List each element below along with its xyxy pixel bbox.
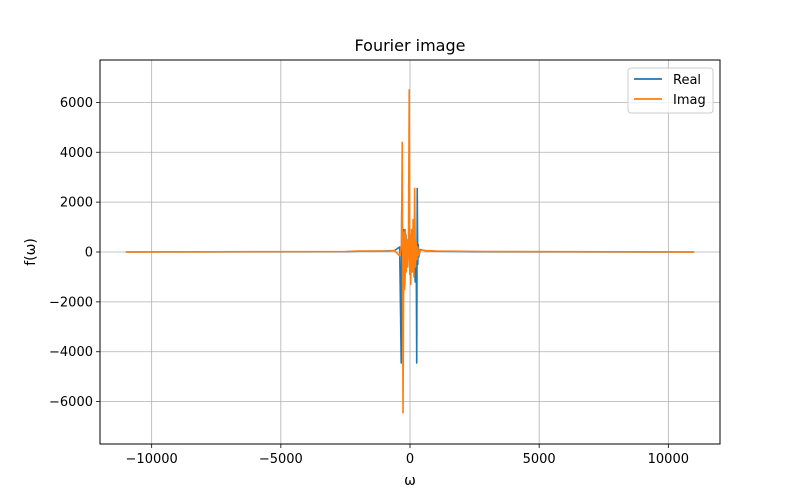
y-tick-label: 0 [85, 246, 93, 261]
x-tick-label: −10000 [126, 452, 178, 467]
y-tick-label: −2000 [49, 295, 93, 310]
plot-area [125, 89, 695, 414]
y-tick-label: −4000 [49, 345, 93, 360]
x-axis-label: ω [404, 473, 416, 489]
x-tick-label: 10000 [648, 452, 689, 467]
chart-title: Fourier image [355, 36, 466, 55]
x-tick-label: 0 [406, 452, 414, 467]
y-tick-label: 2000 [60, 196, 93, 211]
series-layer [125, 89, 695, 414]
y-tick-label: 6000 [60, 96, 93, 111]
y-axis-label: f(ω) [23, 238, 39, 266]
ticks: −10000 −5000 0 5000 10000 −6000 −4000 −2000 0 200… [49, 96, 689, 467]
legend: Real Imag [627, 67, 714, 114]
series-line-imag [125, 89, 695, 414]
y-tick-label: −6000 [49, 395, 93, 410]
legend-label-imag: Imag [673, 93, 706, 108]
y-tick-label: 4000 [60, 146, 93, 161]
x-tick-label: −5000 [259, 452, 303, 467]
legend-label-real: Real [673, 73, 701, 88]
x-tick-label: 5000 [523, 452, 556, 467]
